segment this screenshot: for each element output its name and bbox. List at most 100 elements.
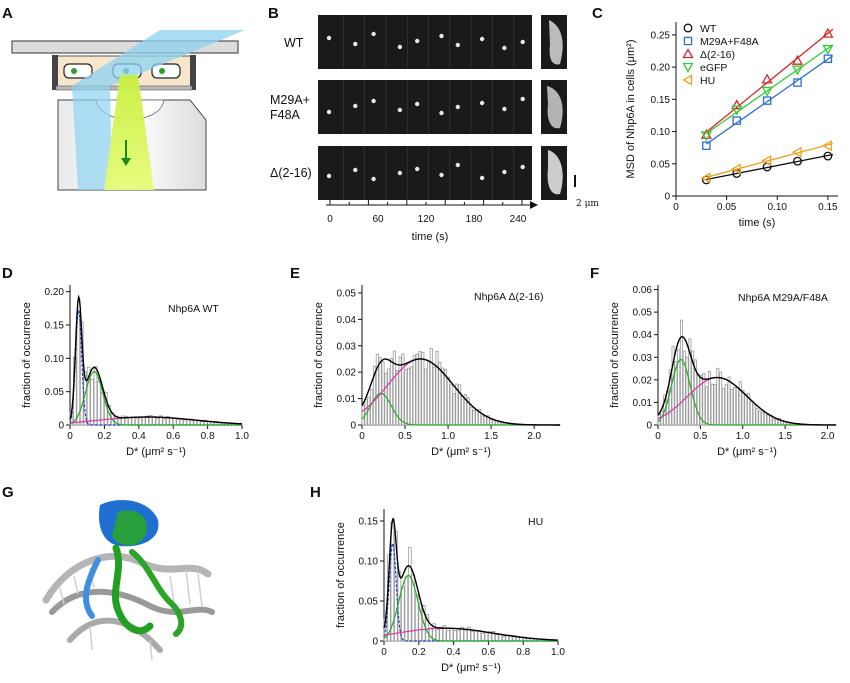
fluorescent-spot xyxy=(397,44,403,50)
histogram-panel-e: 0 0.5 1.0 1.5 2.0 0 0.01 0.02 0.03 0.04 0.05 D* (μm… xyxy=(313,285,561,458)
row-label-wt: WT xyxy=(284,36,304,50)
histogram-bar xyxy=(758,410,762,426)
y-tick-label: 0.05 xyxy=(359,597,379,608)
chamber-wall-right xyxy=(190,55,196,90)
x-tick-label: 0.15 xyxy=(818,202,838,213)
y-tick-label: 0.04 xyxy=(633,330,653,341)
laser-beam-upper xyxy=(72,30,245,86)
histogram-bar xyxy=(426,360,430,426)
panel-label-d: D xyxy=(2,265,13,282)
y-axis-label: fraction of occurrence xyxy=(313,302,325,408)
histogram-bar xyxy=(446,376,450,426)
legend-marker xyxy=(682,74,693,86)
histogram-bar xyxy=(469,406,473,426)
histogram-bar xyxy=(131,417,136,426)
msd-point xyxy=(761,86,773,97)
histogram-bar xyxy=(372,365,377,426)
cell-shape xyxy=(549,20,563,65)
msd-fit-line xyxy=(706,55,834,145)
y-tick-label: 0.20 xyxy=(45,287,65,298)
y-axis-label: fraction of occurrence xyxy=(609,302,621,408)
y-tick-label: 0.15 xyxy=(45,321,65,332)
fluorescent-spot xyxy=(520,39,525,45)
histogram-bar xyxy=(404,369,408,426)
fluorescent-spot xyxy=(371,176,376,182)
histogram-bar xyxy=(744,393,748,426)
fluorescent-spot xyxy=(415,166,420,172)
panel-label-a: A xyxy=(2,5,13,22)
histogram-bar xyxy=(452,393,456,426)
histogram-bar xyxy=(735,387,739,426)
msd-point xyxy=(730,163,741,175)
histogram-bar xyxy=(361,404,365,426)
y-tick-label: 0.10 xyxy=(359,557,379,568)
msd-fit-line xyxy=(706,142,834,178)
msd-point xyxy=(823,54,833,63)
msd-point xyxy=(762,96,772,105)
fluorescent-spot xyxy=(455,162,460,168)
time-axis-label: time (s) xyxy=(412,231,449,243)
x-axis-label: D* (μm² s⁻¹) xyxy=(441,662,501,674)
scale-bar-label: 2 μm xyxy=(576,199,599,209)
x-axis-label: D* (μm² s⁻¹) xyxy=(431,446,491,458)
microscope-illustration xyxy=(11,30,245,191)
y-tick-label: 0.05 xyxy=(651,159,671,170)
histogram-bar xyxy=(398,356,402,426)
panel-label-f: F xyxy=(590,265,599,282)
x-tick-label: 0.4 xyxy=(132,431,146,442)
legend-label: M29A+F48A xyxy=(700,36,759,48)
histogram-bar xyxy=(494,634,499,642)
histogram-bar xyxy=(696,373,700,426)
fluorescent-spot xyxy=(353,103,358,109)
histogram-bar xyxy=(407,367,411,426)
msd-point xyxy=(700,172,711,184)
histogram-bar xyxy=(428,627,433,642)
msd-point xyxy=(822,27,834,38)
histogram-bar xyxy=(375,354,379,426)
panel-annotation: HU xyxy=(528,516,543,528)
histogram-bar xyxy=(432,366,436,426)
histogram-bar xyxy=(733,387,737,426)
y-tick-label: 0.10 xyxy=(651,127,671,138)
histogram-bar xyxy=(724,384,728,426)
panel-b-kymographs: 2 μm WT M29A+ F48A Δ(2-16) 0 60 120 180 … xyxy=(270,15,599,243)
histogram-bar xyxy=(682,350,686,426)
x-tick-label: 0.05 xyxy=(717,202,737,213)
panel-label-g: G xyxy=(2,484,14,501)
panel-label-b: B xyxy=(268,5,279,22)
histogram-bar xyxy=(719,371,723,426)
y-tick-label: 0.15 xyxy=(651,95,671,106)
time-tick-label: 60 xyxy=(372,214,384,225)
y-tick-label: 0.05 xyxy=(45,387,65,398)
panel-annotation: Nhp6A Δ(2-16) xyxy=(474,291,543,303)
histogram-bar xyxy=(679,319,683,426)
msd-point xyxy=(761,73,773,84)
legend-marker xyxy=(682,48,694,59)
x-axis-label: D* (μm² s⁻¹) xyxy=(126,446,186,458)
histogram-bar xyxy=(424,368,428,426)
histogram-bar xyxy=(443,368,448,426)
histogram-bar xyxy=(763,412,767,426)
histogram-bar xyxy=(401,353,405,426)
histogram-bar xyxy=(484,632,489,642)
histogram-bar xyxy=(392,350,396,426)
histogram-bar xyxy=(435,351,439,426)
fluorescent-spot xyxy=(353,167,358,173)
y-tick-label: 0.04 xyxy=(337,315,357,326)
histogram-bar xyxy=(674,361,678,426)
histogram-bar xyxy=(415,353,419,426)
msd-point xyxy=(793,78,802,87)
y-tick-label: 0 xyxy=(664,192,670,203)
msd-fit-line xyxy=(706,44,834,135)
histogram-bar xyxy=(702,372,706,426)
time-tick-label: 120 xyxy=(418,214,435,225)
chamber-wall-left xyxy=(52,55,58,90)
histogram-bar xyxy=(483,416,487,426)
x-tick-label: 2.0 xyxy=(821,431,835,442)
histogram-bar xyxy=(407,547,412,642)
emission-beam xyxy=(104,75,154,190)
fluorescent-spot xyxy=(439,172,444,178)
panel-annotation: Nhp6A WT xyxy=(168,303,219,315)
histogram-bar xyxy=(439,626,443,642)
msd-point xyxy=(702,141,711,150)
